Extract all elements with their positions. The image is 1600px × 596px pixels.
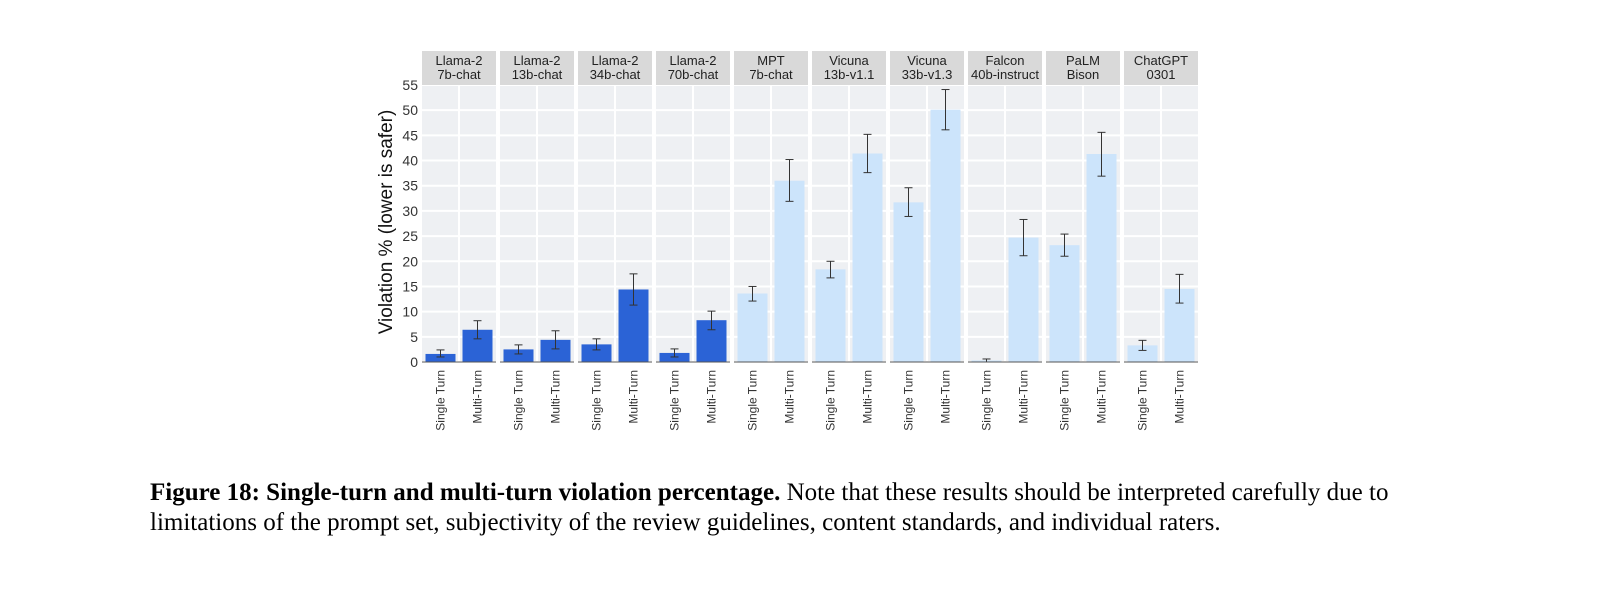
bar-multi-turn xyxy=(930,109,961,362)
bar-single-turn xyxy=(893,202,924,362)
x-tick-label: Single Turn xyxy=(746,370,760,431)
x-tick-label: Single Turn xyxy=(590,370,604,431)
panel-strip-label: 40b-instruct xyxy=(971,67,1039,82)
bar-single-turn xyxy=(1127,345,1158,362)
bar-single-turn xyxy=(581,344,612,362)
panel-strip xyxy=(1124,51,1198,85)
x-tick-label: Multi-Turn xyxy=(471,370,485,424)
panel-strip-label: 0301 xyxy=(1147,67,1176,82)
x-tick-label: Single Turn xyxy=(1058,370,1072,431)
y-tick-label: 50 xyxy=(402,102,418,118)
panel-strip xyxy=(422,51,496,85)
x-tick-label: Multi-Turn xyxy=(1017,370,1031,424)
y-tick-label: 55 xyxy=(402,77,418,93)
panel-strip-label: 7b-chat xyxy=(437,67,481,82)
panel-strip xyxy=(656,51,730,85)
panel-strip-label: Falcon xyxy=(985,53,1024,68)
bar-multi-turn xyxy=(1008,237,1039,362)
panel-strip-label: PaLM xyxy=(1066,53,1100,68)
caption-title: Figure 18: Single-turn and multi-turn vi… xyxy=(150,479,781,506)
x-tick-label: Single Turn xyxy=(980,370,994,431)
x-tick-label: Single Turn xyxy=(902,370,916,431)
x-tick-label: Multi-Turn xyxy=(549,370,563,424)
panel-strip-label: 13b-chat xyxy=(512,67,563,82)
bar-single-turn xyxy=(503,349,534,362)
x-tick-label: Multi-Turn xyxy=(1173,370,1187,424)
y-tick-label: 30 xyxy=(402,203,418,219)
bar-single-turn xyxy=(659,352,690,362)
bar-single-turn xyxy=(425,353,456,362)
y-tick-label: 5 xyxy=(410,329,418,345)
y-tick-labels: 0 5 10 15 20 25 30 35 40 45 50 55 xyxy=(402,77,418,370)
x-tick-label: Multi-Turn xyxy=(783,370,797,424)
panel-strip xyxy=(500,51,574,85)
panel-strip-label: 7b-chat xyxy=(749,67,793,82)
panel-strip-label: Bison xyxy=(1067,67,1100,82)
x-tick-label: Multi-Turn xyxy=(705,370,719,424)
y-tick-label: 25 xyxy=(402,228,418,244)
panel-llama-2-7b-chat: Llama-27b-chat Single Turn Multi-Turn xyxy=(422,51,496,431)
panel-strip-label: 13b-v1.1 xyxy=(824,67,875,82)
panel-strip-label: Llama-2 xyxy=(592,53,639,68)
x-tick-label: Single Turn xyxy=(1136,370,1150,431)
bar-single-turn xyxy=(737,293,768,362)
panel-strip xyxy=(890,51,964,85)
panel-strip-label: MPT xyxy=(757,53,785,68)
y-tick-label: 20 xyxy=(402,253,418,269)
x-tick-label: Single Turn xyxy=(512,370,526,431)
panel-strip xyxy=(812,51,886,85)
x-tick-label: Multi-Turn xyxy=(627,370,641,424)
panel-strip-label: 33b-v1.3 xyxy=(902,67,953,82)
y-axis-label: Violation % (lower is safer) xyxy=(376,110,397,335)
bar-multi-turn xyxy=(852,153,883,362)
panel-strip-label: ChatGPT xyxy=(1134,53,1188,68)
y-tick-label: 15 xyxy=(402,278,418,294)
panel-strip xyxy=(734,51,808,85)
panel-strip xyxy=(968,51,1042,85)
figure-caption: Figure 18: Single-turn and multi-turn vi… xyxy=(150,478,1470,538)
y-tick-label: 35 xyxy=(402,178,418,194)
panel-strip-label: Llama-2 xyxy=(514,53,561,68)
panel-strip-label: 70b-chat xyxy=(668,67,719,82)
y-tick-label: 40 xyxy=(402,153,418,169)
panel-strip-label: Vicuna xyxy=(907,53,947,68)
panel-strip xyxy=(1046,51,1120,85)
x-tick-label: Single Turn xyxy=(668,370,682,431)
x-tick-label: Multi-Turn xyxy=(861,370,875,424)
y-tick-label: 45 xyxy=(402,127,418,143)
x-tick-label: Single Turn xyxy=(434,370,448,431)
x-tick-label: Single Turn xyxy=(824,370,838,431)
bar-single-turn xyxy=(1049,245,1080,362)
bar-multi-turn xyxy=(774,180,805,362)
bar-single-turn xyxy=(815,269,846,362)
y-tick-label: 10 xyxy=(402,304,418,320)
panel-strip-label: Llama-2 xyxy=(436,53,483,68)
panel-strip-label: 34b-chat xyxy=(590,67,641,82)
x-tick-label: Multi-Turn xyxy=(1095,370,1109,424)
violation-chart: Violation % (lower is safer) 0 5 10 15 20 25 3… xyxy=(376,51,1198,431)
panel-strip-label: Vicuna xyxy=(829,53,869,68)
panel-strip-label: Llama-2 xyxy=(670,53,717,68)
x-tick-label: Multi-Turn xyxy=(939,370,953,424)
y-tick-label: 0 xyxy=(410,354,418,370)
bar-multi-turn xyxy=(1086,153,1117,362)
caption-body: Note that these results should be interp… xyxy=(150,479,1389,536)
panel-strip xyxy=(578,51,652,85)
bar-multi-turn xyxy=(540,339,571,362)
